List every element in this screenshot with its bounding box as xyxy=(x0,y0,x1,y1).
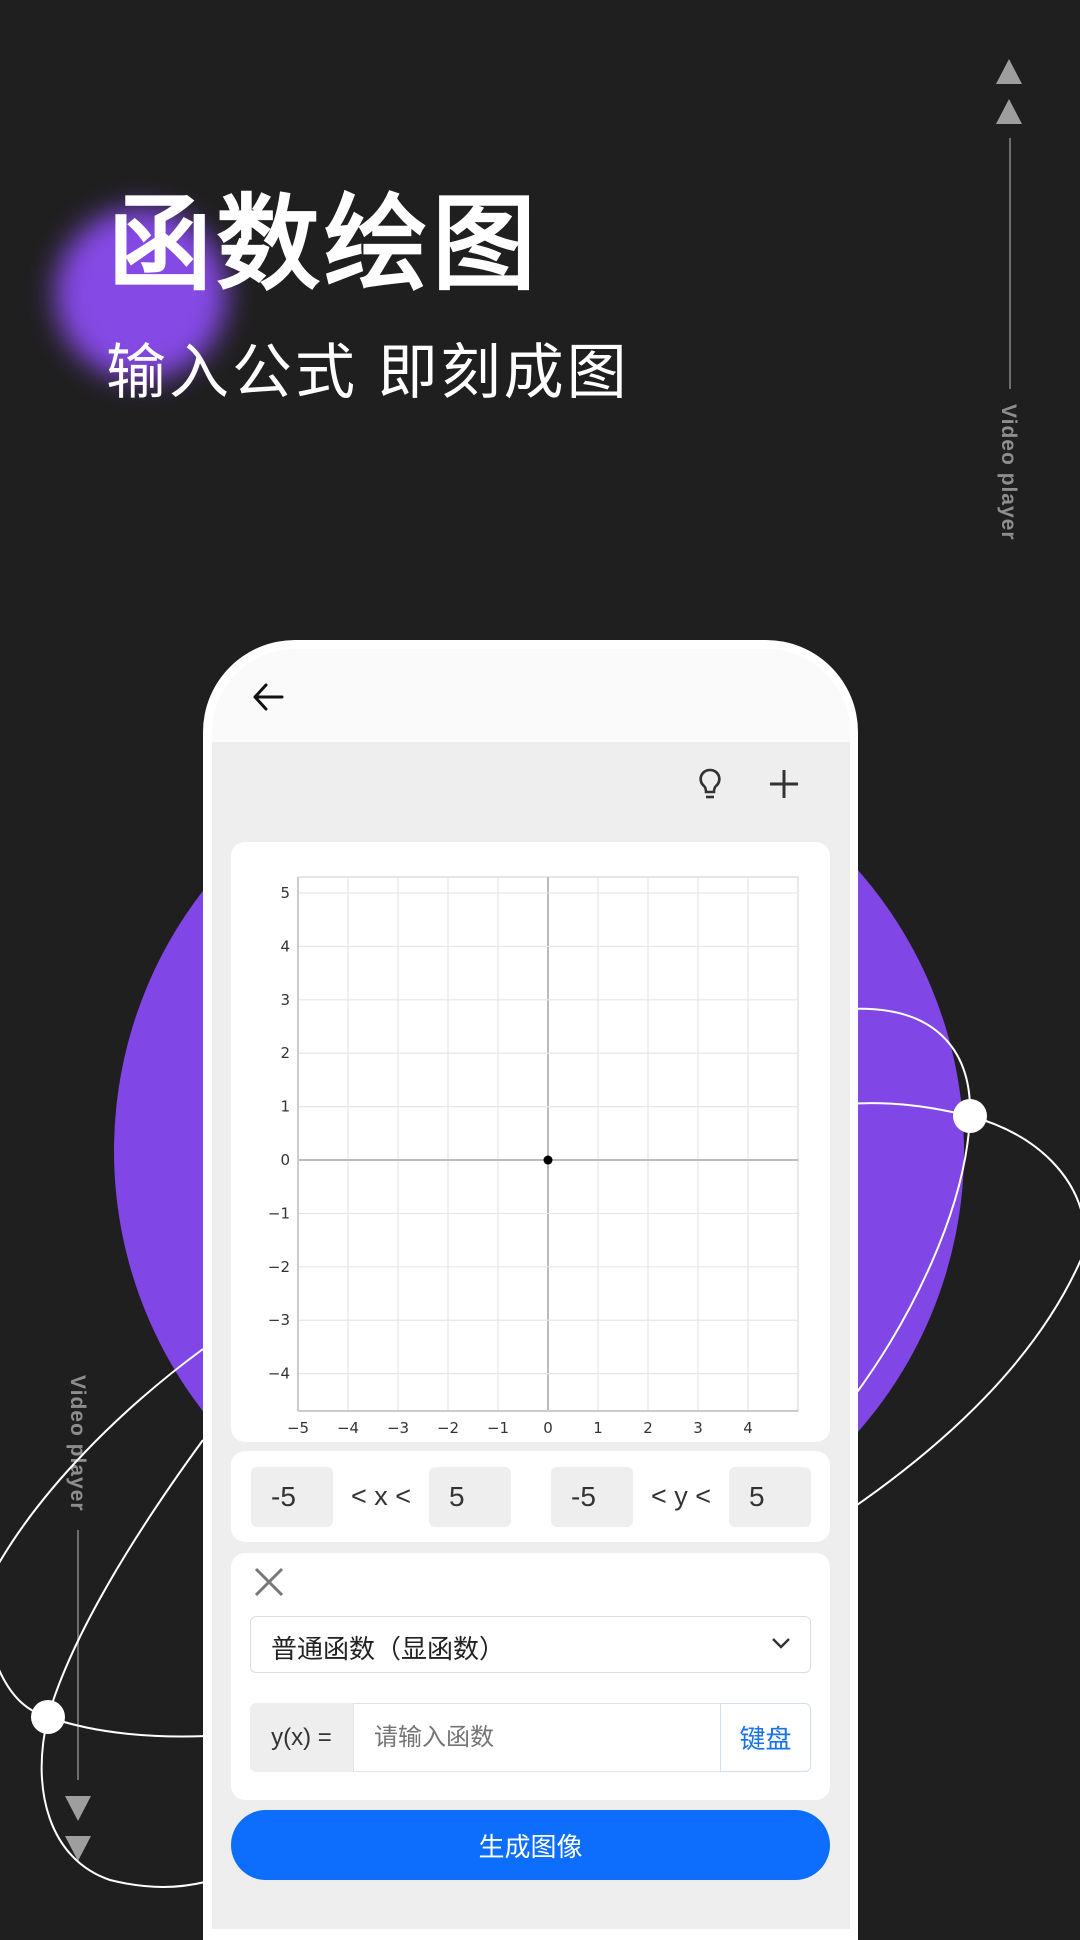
hero-title: 函数绘图 xyxy=(108,187,541,303)
generate-graph-button[interactable]: 生成图像 xyxy=(231,1810,830,1880)
y-tick-label: −1 xyxy=(268,1204,290,1222)
function-type-dropdown[interactable]: 普通函数（显函数） xyxy=(250,1616,811,1673)
keyboard-button[interactable]: 键盘 xyxy=(720,1703,811,1772)
y-tick-label: 5 xyxy=(280,884,290,902)
y-tick-label: 4 xyxy=(280,937,290,955)
x-tick-label: −5 xyxy=(287,1419,309,1437)
divider xyxy=(77,1530,79,1780)
graph-card: −5 −4 −3 −2 −1 0 1 2 3 4 5 4 3 2 1 0 −1 −2 −3 −4 xyxy=(231,842,830,1442)
triangle-down-icon xyxy=(65,1836,91,1861)
x-tick-label: 4 xyxy=(743,1419,753,1437)
x-tick-label: −4 xyxy=(337,1419,359,1437)
close-icon[interactable] xyxy=(254,1567,284,1597)
x-tick-label: 2 xyxy=(643,1419,653,1437)
x-tick-label: −1 xyxy=(487,1419,509,1437)
x-max-input[interactable]: 5 xyxy=(429,1467,511,1527)
x-min-input[interactable]: -5 xyxy=(251,1467,333,1527)
purple-glow xyxy=(55,208,227,380)
x-tick-label: 0 xyxy=(543,1419,553,1437)
range-card: -5 < x < 5 -5 < y < 5 xyxy=(231,1451,830,1542)
x-tick-label: 1 xyxy=(593,1419,603,1437)
divider xyxy=(1009,138,1011,389)
orbit-curve xyxy=(849,1007,972,1396)
lightbulb-icon[interactable] xyxy=(696,767,724,803)
chevron-down-icon xyxy=(772,1638,790,1649)
y-tick-label: 1 xyxy=(280,1098,290,1116)
decor-label: Video player xyxy=(997,404,1020,541)
function-input-row: y(x) = 键盘 xyxy=(250,1703,811,1772)
plus-icon[interactable] xyxy=(768,768,800,800)
orbit-curve xyxy=(834,1258,1080,1521)
orbit-dot xyxy=(953,1099,987,1133)
y-min-input[interactable]: -5 xyxy=(551,1467,633,1527)
y-tick-label: 3 xyxy=(280,991,290,1009)
function-plot[interactable]: −5 −4 −3 −2 −1 0 1 2 3 4 5 4 3 2 1 0 −1 −2 −3 −4 xyxy=(231,842,830,1442)
y-tick-label: 2 xyxy=(280,1044,290,1062)
x-range-label: < x < xyxy=(351,1481,412,1511)
function-input[interactable] xyxy=(353,1703,721,1772)
decor-label: Video player xyxy=(66,1375,89,1512)
hero-subtitle: 输入公式 即刻成图 xyxy=(106,339,630,406)
triangle-up-icon xyxy=(996,99,1022,124)
x-tick-label: −3 xyxy=(387,1419,409,1437)
y-tick-label: −3 xyxy=(268,1311,290,1329)
y-range-label: < y < xyxy=(651,1481,712,1511)
x-tick-label: 3 xyxy=(693,1419,703,1437)
orbit-dot xyxy=(31,1700,65,1734)
triangle-down-icon xyxy=(65,1796,91,1821)
orbit-curve xyxy=(0,1348,204,1564)
function-type-value: 普通函数（显函数） xyxy=(271,1634,506,1664)
x-tick-label: −2 xyxy=(437,1419,459,1437)
arrow-left-icon[interactable] xyxy=(252,682,284,712)
triangle-up-icon xyxy=(996,59,1022,84)
y-max-input[interactable]: 5 xyxy=(729,1467,811,1527)
y-tick-label: −2 xyxy=(268,1258,290,1276)
y-tick-label: −4 xyxy=(268,1365,290,1383)
data-point xyxy=(543,1155,553,1165)
function-input-label: y(x) = xyxy=(250,1703,353,1772)
orbit-curve xyxy=(40,1439,206,1888)
y-tick-label: 0 xyxy=(280,1151,290,1169)
app-screen: −5 −4 −3 −2 −1 0 1 2 3 4 5 4 3 2 1 0 −1 −2 −3 −4 -5 < x < 5… xyxy=(212,649,850,1929)
function-card: 普通函数（显函数） y(x) = 键盘 xyxy=(231,1553,830,1800)
app-header xyxy=(212,649,850,742)
orbit-curve xyxy=(0,1669,208,1738)
